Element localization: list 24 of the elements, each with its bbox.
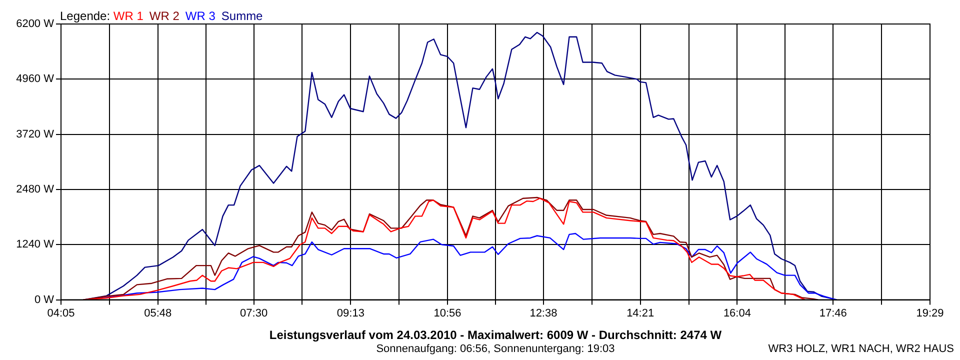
- x-tick-label: 12:38: [530, 307, 558, 320]
- y-tick-label: 2480 W: [16, 184, 55, 196]
- x-tick-label: 07:30: [240, 307, 268, 320]
- text: Leistungsverlauf vom 24.03.2010 - Maximalwert: 6009 W - Durchschnitt: 2474 W: [268, 328, 723, 342]
- x-tick-label: 05:48: [144, 307, 172, 320]
- y-tick-label: 1240 W: [16, 238, 55, 251]
- text: WR 2: [149, 9, 180, 23]
- x-tick-label: 09:13: [336, 307, 364, 320]
- x-tick-label: 17:46: [819, 307, 847, 320]
- legend-title: Legende:: [60, 9, 110, 23]
- y-tick-label: 4960 W: [16, 73, 55, 86]
- x-tick-label: 10:56: [434, 307, 462, 320]
- x-tick-label: 04:05: [47, 307, 75, 320]
- x-tick-label: 19:29: [916, 307, 944, 320]
- text: WR 3: [185, 9, 216, 23]
- y-tick-label: 0 W: [34, 294, 55, 306]
- y-tick-label: 3720 W: [16, 128, 55, 140]
- x-tick-label: 14:21: [626, 307, 654, 320]
- x-tick-label: 16:04: [723, 307, 751, 320]
- text: WR3 HOLZ, WR1 NACH, WR2 HAUS: [768, 343, 954, 355]
- text: Summe: [221, 9, 263, 23]
- text: Sonnenaufgang: 06:56, Sonnenuntergang: 19:03: [376, 343, 615, 355]
- text: WR 1: [113, 9, 144, 23]
- y-tick-label: 6200 W: [16, 18, 55, 30]
